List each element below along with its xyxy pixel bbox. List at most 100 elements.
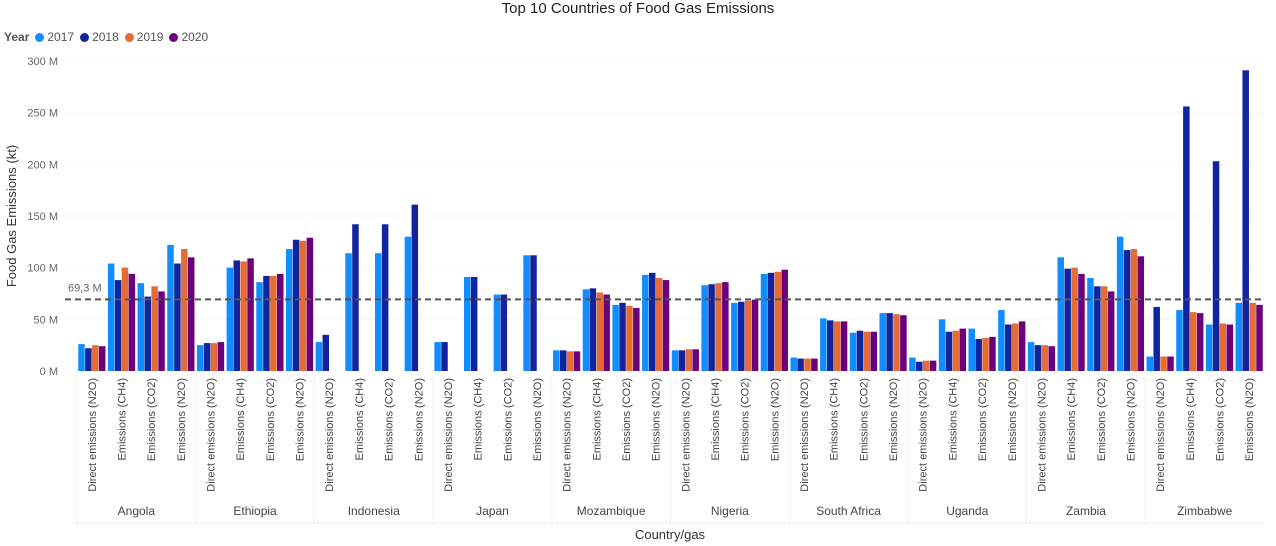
bar-2020 bbox=[900, 315, 907, 371]
bar-2020 bbox=[187, 257, 195, 371]
bar-2018 bbox=[1034, 345, 1042, 371]
bar-2020 bbox=[1048, 346, 1056, 371]
bar-2020 bbox=[722, 282, 729, 371]
bar-2019 bbox=[893, 314, 900, 371]
bar-2018 bbox=[174, 263, 181, 371]
bar-2018 bbox=[352, 224, 359, 371]
y-tick-label: 0 M bbox=[40, 366, 58, 378]
bar-2020 bbox=[1137, 256, 1145, 371]
bar-2017 bbox=[553, 350, 560, 371]
legend-dot-icon bbox=[35, 32, 45, 42]
bar-2018 bbox=[886, 313, 893, 371]
legend-label: 2018 bbox=[92, 30, 119, 44]
bar-2020 bbox=[1196, 313, 1204, 371]
bar-2017 bbox=[315, 342, 323, 371]
x-tick-label: Emissions (N2O) bbox=[295, 378, 307, 461]
bar-2017 bbox=[434, 342, 441, 371]
x-tick-label: Direct emissions (N2O) bbox=[680, 378, 692, 492]
x-tick-label: Direct emissions (N2O) bbox=[562, 378, 574, 492]
bar-2017 bbox=[167, 244, 174, 371]
bar-2020 bbox=[158, 291, 165, 371]
x-tick-label: Emissions (CH4) bbox=[710, 378, 722, 461]
bar-2019 bbox=[833, 321, 841, 371]
bar-2019 bbox=[1041, 345, 1049, 371]
bar-2019 bbox=[774, 271, 782, 371]
bar-2019 bbox=[1160, 356, 1167, 371]
x-tick-label: Emissions (CH4) bbox=[591, 378, 603, 461]
x-tick-label: Emissions (N2O) bbox=[176, 378, 188, 461]
country-label: Mozambique bbox=[577, 504, 646, 518]
x-tick-label: Emissions (N2O) bbox=[888, 378, 900, 461]
legend-title: Year bbox=[4, 30, 30, 44]
bar-2019 bbox=[1011, 323, 1019, 371]
x-tick-label: Emissions (CO2) bbox=[858, 378, 870, 461]
legend-item-2019[interactable]: 2019 bbox=[124, 30, 163, 44]
bar-2020 bbox=[751, 299, 759, 371]
bar-2020 bbox=[98, 346, 106, 371]
bar-2018 bbox=[85, 348, 92, 371]
bar-2017 bbox=[938, 319, 946, 371]
bar-2018 bbox=[856, 330, 864, 371]
bar-2017 bbox=[1205, 324, 1213, 371]
legend-dot-icon bbox=[169, 32, 179, 42]
bar-2017 bbox=[196, 345, 204, 371]
x-tick-label: Emissions (N2O) bbox=[1007, 378, 1019, 461]
x-tick-label: Emissions (CO2) bbox=[1214, 378, 1226, 461]
bar-2020 bbox=[662, 280, 670, 371]
bar-2019 bbox=[982, 337, 989, 371]
bar-2018 bbox=[559, 350, 567, 371]
bar-2018 bbox=[916, 361, 923, 371]
x-axis-title: Country/gas bbox=[635, 527, 706, 542]
bar-2020 bbox=[1256, 304, 1263, 371]
country-label: Zimbabwe bbox=[1177, 504, 1233, 518]
bar-2018 bbox=[589, 288, 597, 371]
x-tick-label: Emissions (CO2) bbox=[384, 378, 396, 461]
bar-2019 bbox=[626, 305, 633, 371]
bar-2019 bbox=[1219, 323, 1227, 371]
bar-2018 bbox=[233, 260, 241, 371]
bar-2019 bbox=[596, 292, 604, 371]
bar-2017 bbox=[671, 350, 679, 371]
bar-2017 bbox=[849, 332, 857, 371]
legend-item-2020[interactable]: 2020 bbox=[169, 30, 208, 44]
bar-2020 bbox=[247, 258, 254, 371]
bar-2018 bbox=[292, 239, 300, 371]
bar-2018 bbox=[797, 358, 804, 371]
x-tick-label: Emissions (N2O) bbox=[769, 378, 781, 461]
legend-item-2018[interactable]: 2018 bbox=[80, 30, 119, 44]
bar-2017 bbox=[968, 328, 975, 371]
x-tick-label: Emissions (CH4) bbox=[117, 378, 129, 461]
x-tick-label: Emissions (CO2) bbox=[502, 378, 514, 461]
bar-2018 bbox=[945, 331, 953, 371]
bar-2019 bbox=[952, 330, 960, 371]
bar-2020 bbox=[306, 237, 314, 371]
bar-2018 bbox=[1123, 250, 1131, 371]
x-tick-label: Emissions (CO2) bbox=[1096, 378, 1108, 461]
bar-2018 bbox=[530, 255, 537, 371]
x-tick-label: Direct emissions (N2O) bbox=[1036, 378, 1048, 492]
bar-2017 bbox=[226, 267, 234, 371]
y-axis-title: Food Gas Emissions (kt) bbox=[4, 145, 19, 287]
bar-2018 bbox=[1153, 306, 1160, 371]
country-label: South Africa bbox=[816, 504, 881, 518]
bar-2019 bbox=[121, 267, 129, 371]
bar-2019 bbox=[566, 351, 574, 371]
x-tick-label: Emissions (CH4) bbox=[473, 378, 485, 461]
bar-2017 bbox=[1176, 310, 1183, 371]
bar-2020 bbox=[1167, 356, 1174, 371]
y-tick-label: 50 M bbox=[34, 314, 58, 326]
bar-2019 bbox=[715, 283, 722, 371]
bar-2018 bbox=[322, 334, 330, 371]
bar-2018 bbox=[1183, 106, 1190, 371]
country-label: Zambia bbox=[1066, 504, 1106, 518]
x-tick-label: Direct emissions (N2O) bbox=[799, 378, 811, 492]
bar-2020 bbox=[1078, 273, 1085, 371]
bar-2017 bbox=[404, 236, 412, 371]
y-tick-label: 100 M bbox=[27, 263, 58, 275]
bar-2018 bbox=[975, 338, 982, 371]
bar-2019 bbox=[1130, 249, 1138, 371]
legend-item-2017[interactable]: 2017 bbox=[35, 30, 74, 44]
bar-2020 bbox=[959, 328, 967, 371]
bar-2018 bbox=[619, 302, 626, 371]
